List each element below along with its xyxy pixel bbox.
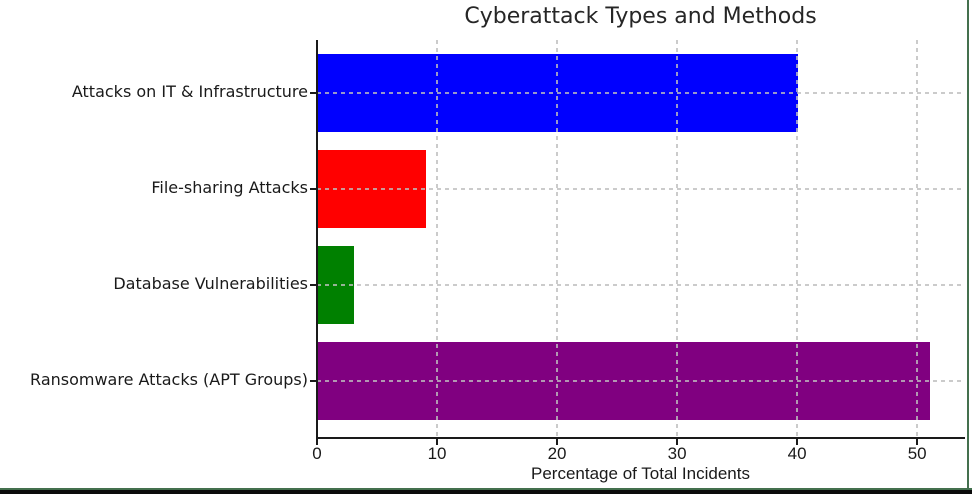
window-border-bottom <box>0 488 972 490</box>
y-tick-mark <box>310 92 317 94</box>
window-edge-bottom <box>0 490 972 494</box>
gridline-horizontal <box>317 188 964 190</box>
x-tick-label: 0 <box>312 444 322 463</box>
x-axis-label: Percentage of Total Incidents <box>531 464 750 483</box>
x-tick-label: 10 <box>427 444 447 463</box>
x-tick-mark <box>796 439 799 445</box>
x-tick-label: 20 <box>547 444 567 463</box>
gridline-horizontal <box>317 380 964 382</box>
x-axis-spine <box>316 437 965 439</box>
window-border-right <box>967 0 969 494</box>
y-tick-mark <box>310 284 317 286</box>
gridline-horizontal <box>317 92 964 94</box>
x-tick-label: 50 <box>907 444 927 463</box>
x-tick-mark <box>556 439 559 445</box>
category-label: Database Vulnerabilities <box>113 274 308 293</box>
gridline-vertical <box>796 40 799 437</box>
x-tick-mark <box>316 439 318 445</box>
x-tick-label: 30 <box>667 444 687 463</box>
gridline-vertical <box>916 40 919 437</box>
chart-title: Cyberattack Types and Methods <box>464 4 817 29</box>
x-tick-mark <box>436 439 439 445</box>
gridline-horizontal <box>317 284 964 286</box>
gridline-vertical <box>676 40 679 437</box>
x-tick-mark <box>676 439 679 445</box>
x-tick-mark <box>916 439 919 445</box>
y-tick-mark <box>310 188 317 190</box>
gridline-vertical <box>556 40 559 437</box>
gridline-vertical <box>436 40 439 437</box>
category-label: Attacks on IT & Infrastructure <box>71 82 308 101</box>
x-tick-label: 40 <box>787 444 807 463</box>
y-tick-mark <box>310 380 317 382</box>
y-axis-spine <box>316 40 318 439</box>
category-label: Ransomware Attacks (APT Groups) <box>30 370 308 389</box>
category-label: File-sharing Attacks <box>151 178 308 197</box>
